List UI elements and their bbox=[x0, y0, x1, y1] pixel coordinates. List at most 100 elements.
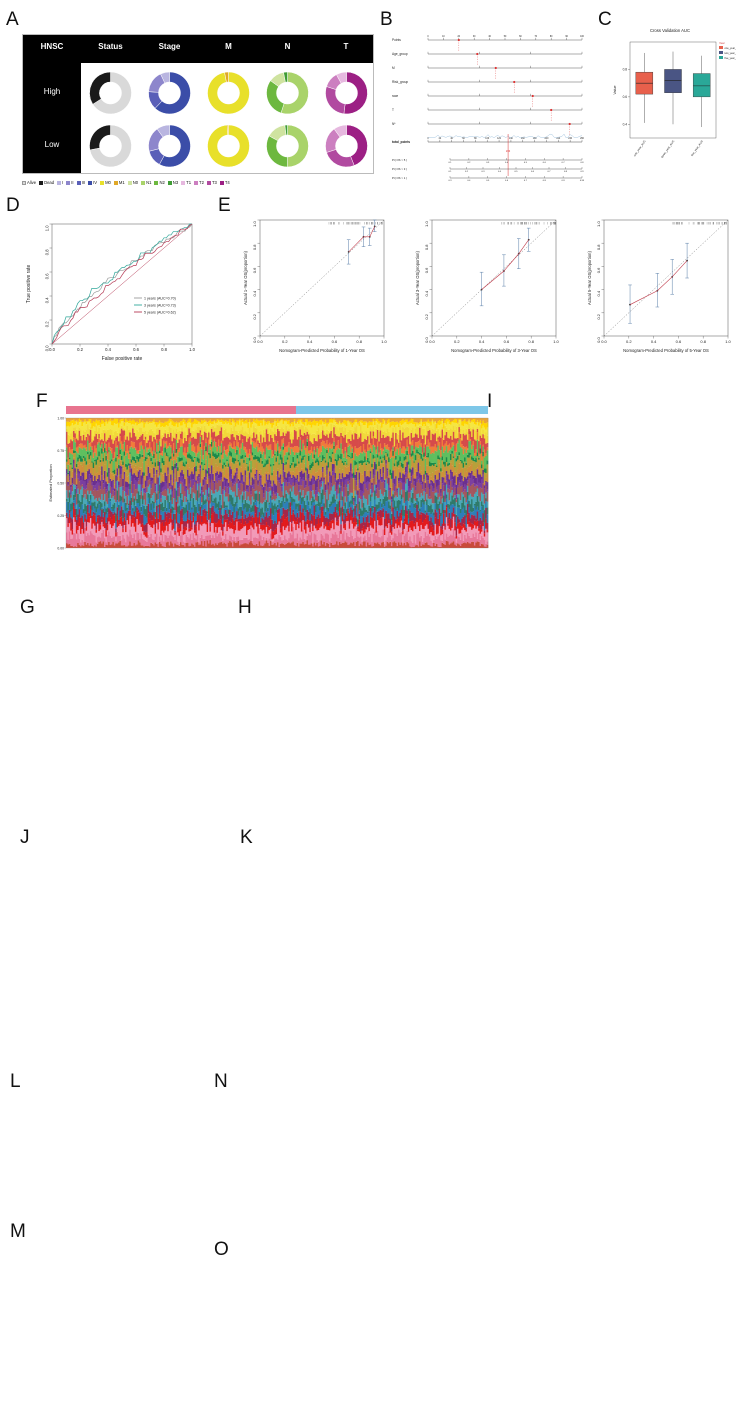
area-slice bbox=[309, 514, 312, 521]
area-slice bbox=[219, 471, 222, 478]
area-slice bbox=[189, 493, 192, 502]
area-slice bbox=[208, 463, 210, 468]
area-slice bbox=[112, 496, 115, 505]
area-slice bbox=[192, 462, 195, 468]
area-slice bbox=[352, 430, 355, 440]
area-slice bbox=[350, 507, 352, 516]
area-slice bbox=[122, 430, 125, 445]
area-slice bbox=[201, 434, 203, 443]
y-tick-label: 0.2 bbox=[252, 313, 257, 319]
area-slice bbox=[77, 457, 80, 462]
area-slice bbox=[153, 465, 155, 468]
area-slice bbox=[125, 481, 127, 488]
area-slice bbox=[319, 510, 321, 518]
area-slice bbox=[257, 507, 260, 510]
area-slice bbox=[129, 541, 132, 548]
area-slice bbox=[122, 418, 125, 419]
area-slice bbox=[347, 508, 350, 511]
area-slice bbox=[67, 539, 70, 545]
area-slice bbox=[348, 544, 351, 548]
area-slice bbox=[78, 507, 81, 510]
area-slice bbox=[246, 517, 248, 524]
area-slice bbox=[157, 418, 160, 423]
area-slice bbox=[226, 456, 229, 460]
area-slice bbox=[314, 500, 317, 505]
y-tick-label: 0.4 bbox=[424, 290, 429, 296]
area-slice bbox=[92, 490, 95, 496]
area-slice bbox=[167, 455, 170, 457]
area-slice bbox=[137, 424, 140, 432]
area-slice bbox=[89, 473, 92, 479]
area-slice bbox=[119, 423, 122, 430]
area-slice bbox=[148, 422, 151, 430]
area-slice bbox=[168, 461, 171, 473]
area-slice bbox=[181, 524, 184, 532]
area-slice bbox=[303, 529, 306, 539]
area-slice bbox=[307, 450, 310, 454]
area-slice bbox=[219, 467, 222, 472]
area-slice bbox=[73, 517, 75, 533]
area-slice bbox=[205, 499, 208, 504]
area-slice bbox=[199, 496, 202, 507]
area-slice bbox=[201, 534, 203, 542]
area-slice bbox=[253, 489, 255, 500]
area-slice bbox=[248, 436, 251, 450]
area-slice bbox=[185, 476, 188, 487]
area-slice bbox=[250, 481, 253, 486]
area-slice bbox=[66, 516, 68, 519]
area-slice bbox=[306, 446, 309, 460]
area-slice bbox=[89, 419, 92, 424]
y-tick-label: 0.2 bbox=[424, 313, 429, 319]
box bbox=[664, 69, 682, 93]
legend-swatch bbox=[719, 46, 723, 49]
area-slice bbox=[95, 448, 98, 457]
area-slice bbox=[357, 424, 359, 435]
area-slice bbox=[66, 518, 68, 533]
area-slice bbox=[260, 458, 262, 470]
area-slice bbox=[268, 418, 271, 422]
area-slice bbox=[130, 418, 133, 421]
area-slice bbox=[286, 482, 289, 486]
area-slice bbox=[288, 531, 291, 539]
area-slice bbox=[143, 431, 146, 440]
area-slice bbox=[174, 510, 177, 514]
area-slice bbox=[262, 418, 265, 420]
area-slice bbox=[172, 443, 175, 451]
area-slice bbox=[68, 452, 71, 458]
y-tick-label: 0.75 bbox=[57, 449, 64, 453]
area-slice bbox=[216, 532, 219, 537]
area-slice bbox=[192, 436, 195, 445]
area-slice bbox=[210, 479, 213, 491]
area-slice bbox=[215, 480, 217, 490]
area-slice bbox=[253, 499, 255, 503]
area-slice bbox=[113, 451, 116, 459]
area-slice bbox=[220, 443, 223, 453]
area-slice bbox=[88, 474, 91, 481]
area-slice bbox=[295, 452, 298, 464]
area-slice bbox=[175, 433, 178, 438]
area-slice bbox=[126, 504, 129, 508]
area-slice bbox=[258, 442, 261, 448]
area-slice bbox=[291, 514, 293, 524]
area-slice bbox=[302, 468, 305, 474]
area-slice bbox=[118, 464, 120, 469]
area-slice bbox=[355, 518, 358, 523]
area-slice bbox=[309, 464, 312, 471]
area-slice bbox=[175, 468, 178, 482]
area-slice bbox=[288, 526, 291, 532]
area-slice bbox=[144, 504, 147, 510]
area-slice bbox=[271, 431, 274, 439]
area-slice bbox=[272, 422, 275, 426]
area-slice bbox=[288, 463, 291, 472]
area-slice bbox=[291, 471, 293, 478]
area-slice bbox=[320, 506, 323, 514]
area-slice bbox=[284, 544, 286, 548]
area-slice bbox=[80, 517, 82, 528]
area-slice bbox=[122, 444, 125, 452]
donut-slice bbox=[343, 71, 368, 115]
area-slice bbox=[351, 452, 354, 459]
area-slice bbox=[175, 523, 178, 532]
area-slice bbox=[293, 501, 296, 515]
area-slice bbox=[340, 453, 343, 460]
area-slice bbox=[226, 478, 229, 482]
